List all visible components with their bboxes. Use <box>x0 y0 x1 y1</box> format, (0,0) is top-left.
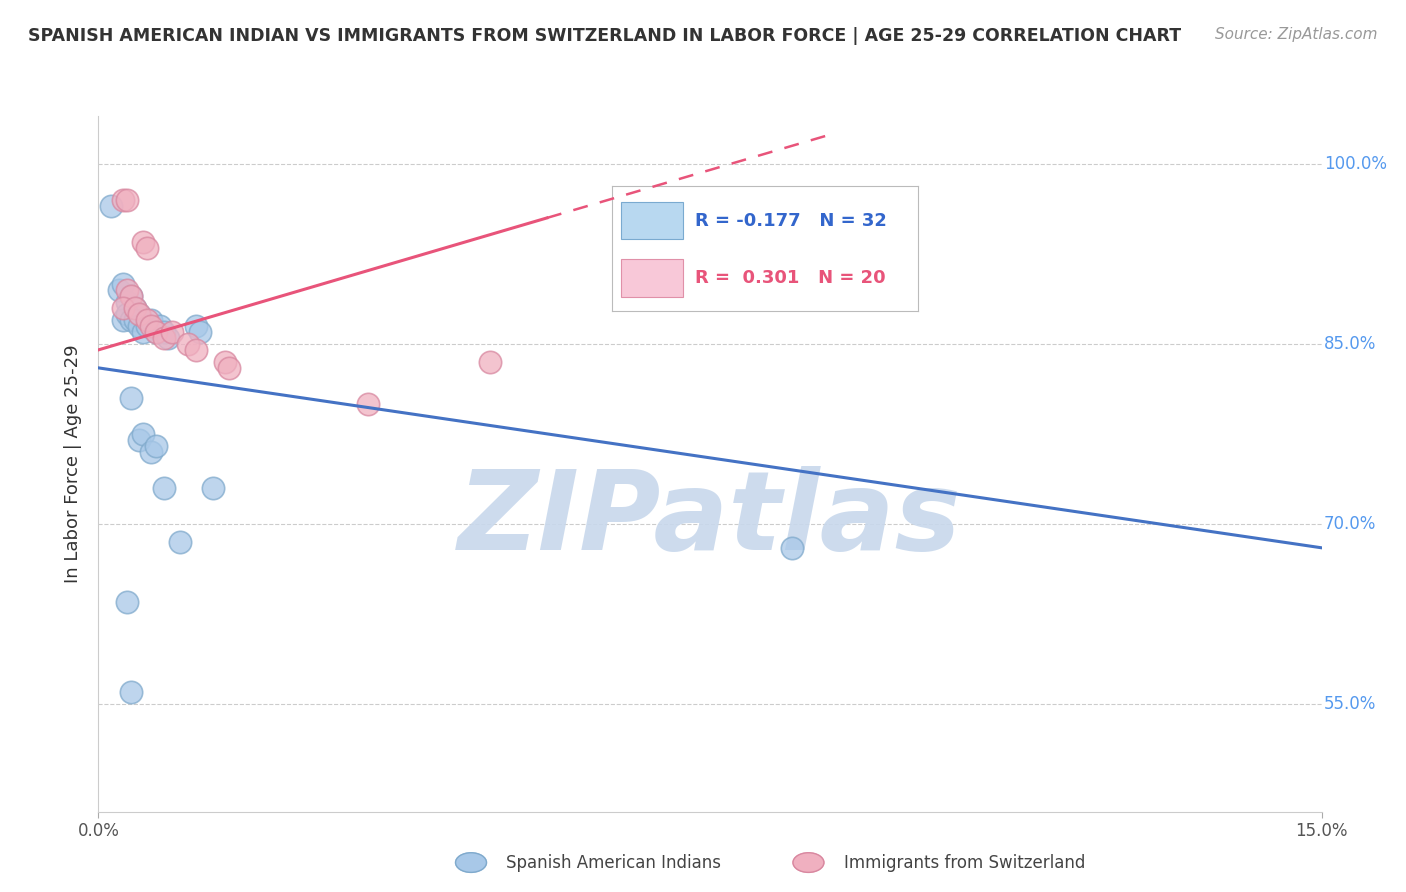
Point <box>100 199 122 213</box>
Text: ZIPatlas: ZIPatlas <box>458 466 962 573</box>
Point <box>128 307 150 321</box>
Point <box>115 595 138 609</box>
Point <box>115 307 138 321</box>
Point <box>149 318 172 333</box>
Point <box>141 445 163 459</box>
Point <box>145 439 167 453</box>
Point <box>108 283 131 297</box>
Point <box>141 318 163 333</box>
Text: 70.0%: 70.0% <box>1324 515 1376 533</box>
Text: Immigrants from Switzerland: Immigrants from Switzerland <box>844 854 1085 871</box>
Text: Spanish American Indians: Spanish American Indians <box>506 854 721 871</box>
Point <box>136 313 159 327</box>
Point <box>115 283 138 297</box>
Point <box>145 325 167 339</box>
Point <box>128 318 150 333</box>
Point <box>177 337 200 351</box>
Point <box>120 685 142 699</box>
Point <box>128 433 150 447</box>
Point <box>152 331 174 345</box>
Point <box>186 343 208 357</box>
Point <box>124 313 146 327</box>
Point <box>124 301 146 315</box>
Point <box>115 193 138 207</box>
Point <box>111 277 134 291</box>
Point <box>111 193 134 207</box>
Y-axis label: In Labor Force | Age 25-29: In Labor Force | Age 25-29 <box>65 344 83 583</box>
Point <box>141 313 163 327</box>
Point <box>111 301 134 315</box>
Point <box>132 426 155 441</box>
Point <box>120 289 142 303</box>
Point <box>145 325 167 339</box>
Point <box>156 331 179 345</box>
Point <box>780 541 803 555</box>
Point <box>132 235 155 249</box>
Point <box>111 313 134 327</box>
Text: 85.0%: 85.0% <box>1324 334 1376 353</box>
Point <box>218 360 240 375</box>
Point <box>136 241 159 255</box>
Point <box>214 355 236 369</box>
Point <box>120 289 142 303</box>
Point <box>188 325 212 339</box>
Point <box>201 481 224 495</box>
Point <box>128 307 150 321</box>
Text: Source: ZipAtlas.com: Source: ZipAtlas.com <box>1215 27 1378 42</box>
Point <box>132 325 155 339</box>
Point <box>136 318 159 333</box>
Point <box>120 313 142 327</box>
Point <box>152 481 174 495</box>
Text: 55.0%: 55.0% <box>1324 695 1376 713</box>
Point <box>169 534 191 549</box>
Point <box>120 391 142 405</box>
Point <box>115 294 138 309</box>
Point <box>356 397 378 411</box>
Point <box>478 355 501 369</box>
Text: SPANISH AMERICAN INDIAN VS IMMIGRANTS FROM SWITZERLAND IN LABOR FORCE | AGE 25-2: SPANISH AMERICAN INDIAN VS IMMIGRANTS FR… <box>28 27 1181 45</box>
Point <box>152 325 174 339</box>
Point <box>160 325 183 339</box>
Point <box>124 301 146 315</box>
Point <box>186 318 208 333</box>
Text: 100.0%: 100.0% <box>1324 155 1388 173</box>
